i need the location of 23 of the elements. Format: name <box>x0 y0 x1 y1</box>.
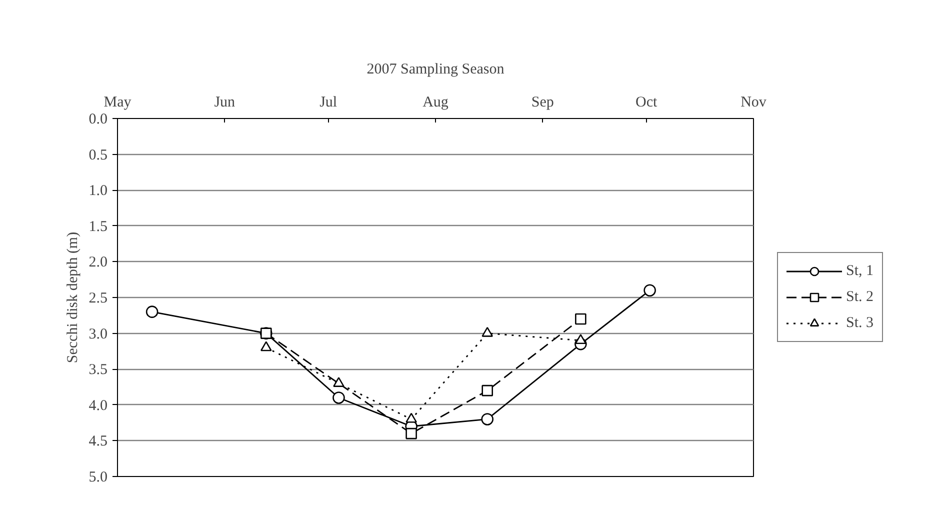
y-tick-label: 4.5 <box>88 434 108 450</box>
x-tick-label: Oct <box>636 94 658 110</box>
y-tick-label: 3.5 <box>88 362 108 378</box>
y-axis-title: Secchi disk depth (m) <box>64 232 81 364</box>
x-axis-title: 2007 Sampling Season <box>366 62 505 78</box>
y-tick-label: 0.5 <box>88 147 108 164</box>
x-tick-label: Aug <box>422 94 449 110</box>
x-tick-label: May <box>104 94 132 110</box>
x-tick-label: Nov <box>740 94 767 110</box>
legend-label: St. 3 <box>846 314 874 332</box>
y-tick-label: 0.0 <box>88 112 108 128</box>
y-tick-label: 1.0 <box>88 183 108 200</box>
y-tick-label: 4.0 <box>88 398 108 414</box>
y-tick-label: 2.5 <box>88 290 108 306</box>
x-tick-label: Jul <box>320 94 338 110</box>
x-tick-label: Sep <box>531 94 554 110</box>
y-tick-label: 2.0 <box>88 254 108 271</box>
legend-label: St. 2 <box>846 288 874 306</box>
y-tick-label: 3.0 <box>88 326 108 342</box>
x-tick-label: Jun <box>214 94 236 110</box>
y-tick-label: 1.5 <box>88 218 108 235</box>
y-tick-label: 5.0 <box>88 470 108 486</box>
legend-label: St, 1 <box>846 262 874 280</box>
